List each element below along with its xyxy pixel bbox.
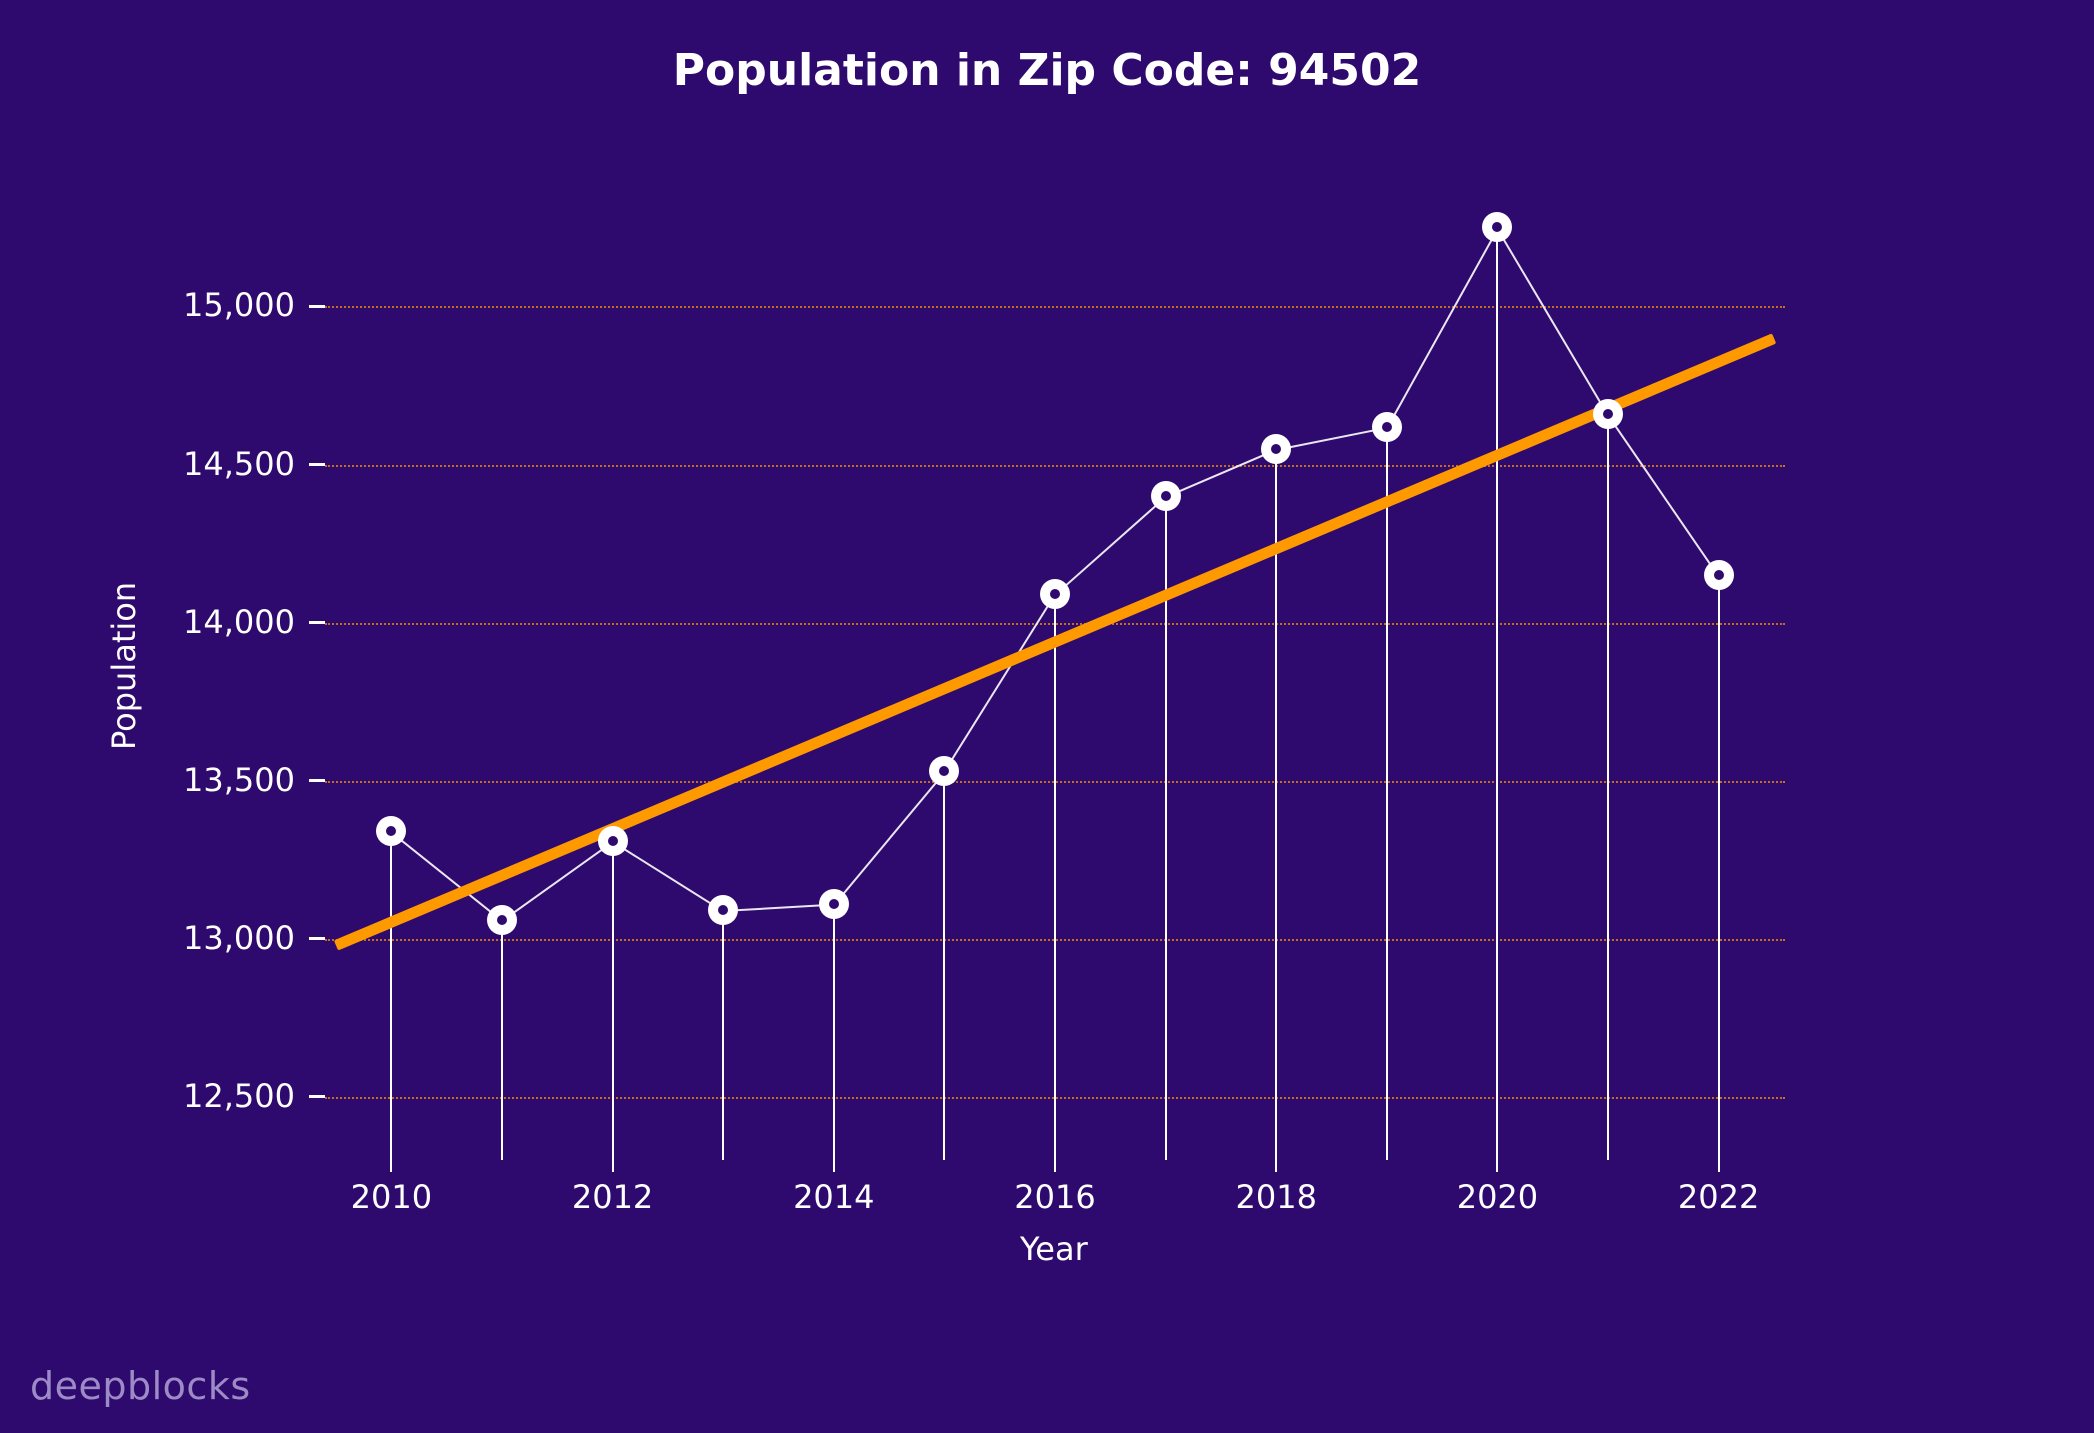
xtick-label: 2020 [1457, 1178, 1538, 1216]
data-point-marker [1593, 399, 1623, 429]
data-point-marker [376, 816, 406, 846]
xtick-mark [1054, 1160, 1056, 1172]
ytick-label: 13,500 [165, 761, 295, 799]
xtick-mark [1275, 1160, 1277, 1172]
watermark-text: deepblocks [30, 1364, 251, 1408]
stem [1275, 449, 1277, 1160]
stem [1496, 227, 1498, 1160]
xtick-mark [390, 1160, 392, 1172]
ytick-label: 12,500 [165, 1077, 295, 1115]
xtick-label: 2016 [1014, 1178, 1095, 1216]
data-point-marker [708, 895, 738, 925]
series-line [1055, 496, 1167, 595]
stem [722, 910, 724, 1160]
series-line [1386, 228, 1498, 428]
xtick-label: 2014 [793, 1178, 874, 1216]
xtick-mark [833, 1160, 835, 1172]
series-line [723, 904, 834, 912]
ytick-label: 14,000 [165, 603, 295, 641]
xtick-label: 2010 [351, 1178, 432, 1216]
ytick-label: 13,000 [165, 919, 295, 957]
stem [612, 841, 614, 1160]
series-line [1607, 414, 1719, 576]
data-point-marker [1704, 560, 1734, 590]
stem [1386, 427, 1388, 1160]
data-point-marker [1482, 212, 1512, 242]
series-line [1165, 449, 1276, 498]
series-line [1497, 228, 1609, 415]
series-line [1276, 427, 1387, 451]
ytick-mark [309, 1095, 325, 1098]
stem [390, 831, 392, 1160]
series-line [612, 841, 723, 912]
gridline-y [325, 465, 1785, 467]
plot-area [325, 180, 1785, 1160]
stem [1718, 575, 1720, 1160]
x-axis-label: Year [1020, 1230, 1088, 1268]
ytick-mark [309, 937, 325, 940]
xtick-mark [612, 1160, 614, 1172]
series-line [833, 771, 945, 905]
stem [1607, 414, 1609, 1160]
xtick-mark [1496, 1160, 1498, 1172]
data-point-marker [1372, 412, 1402, 442]
stem [943, 771, 945, 1160]
ytick-mark [309, 305, 325, 308]
data-point-marker [598, 826, 628, 856]
y-axis-label: Population [105, 582, 143, 750]
xtick-label: 2022 [1678, 1178, 1759, 1216]
data-point-marker [1040, 579, 1070, 609]
data-point-marker [1151, 481, 1181, 511]
xtick-label: 2012 [572, 1178, 653, 1216]
ytick-mark [309, 463, 325, 466]
xtick-label: 2018 [1235, 1178, 1316, 1216]
ytick-mark [309, 621, 325, 624]
ytick-mark [309, 779, 325, 782]
data-point-marker [487, 905, 517, 935]
chart-title: Population in Zip Code: 94502 [0, 45, 2094, 96]
xtick-mark [1718, 1160, 1720, 1172]
ytick-label: 15,000 [165, 286, 295, 324]
ytick-label: 14,500 [165, 445, 295, 483]
gridline-y [325, 306, 1785, 308]
stem [1054, 594, 1056, 1160]
data-point-marker [819, 889, 849, 919]
data-point-marker [929, 756, 959, 786]
stem [833, 904, 835, 1160]
chart-container: Population in Zip Code: 94502 Population… [0, 0, 2094, 1433]
stem [501, 920, 503, 1160]
data-point-marker [1261, 434, 1291, 464]
